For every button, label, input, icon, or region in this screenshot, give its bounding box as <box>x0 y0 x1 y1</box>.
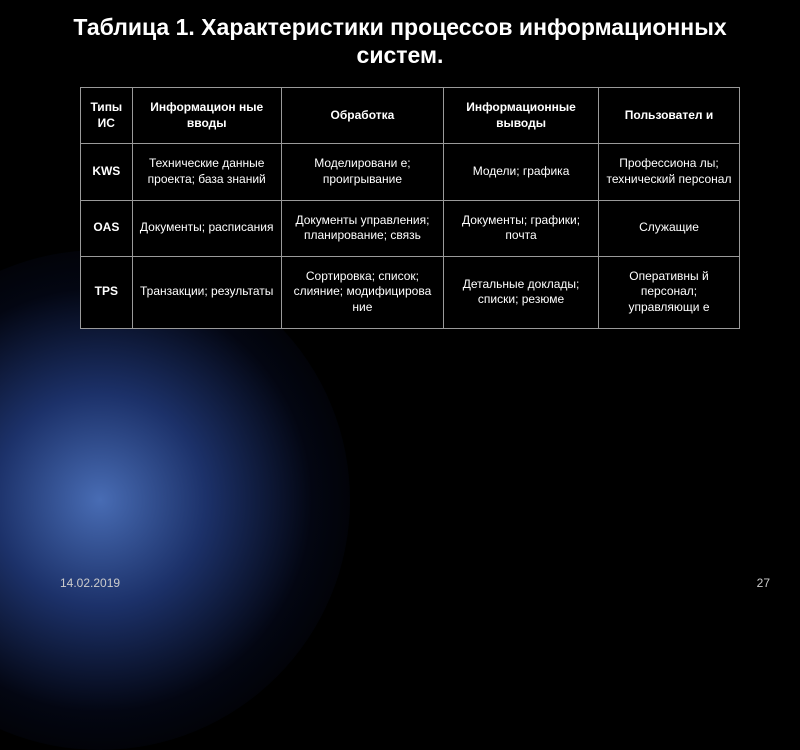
footer-date: 14.02.2019 <box>60 576 120 590</box>
page-title: Таблица 1. Характеристики процессов инфо… <box>0 0 800 77</box>
cell: Модели; графика <box>444 144 599 200</box>
page-number: 27 <box>757 576 770 590</box>
cell: Моделировани е; проигрывание <box>281 144 443 200</box>
row-label-oas: OAS <box>81 200 133 256</box>
cell: Документы; расписания <box>132 200 281 256</box>
cell: Профессиона лы; технический персонал <box>599 144 740 200</box>
table-header-row: Типы ИС Информацион ные вводы Обработка … <box>81 88 740 144</box>
col-header-users: Пользовател и <box>599 88 740 144</box>
cell: Сортировка; список; слияние; модифициров… <box>281 256 443 328</box>
table-row: OAS Документы; расписания Документы упра… <box>81 200 740 256</box>
col-header-inputs: Информацион ные вводы <box>132 88 281 144</box>
characteristics-table: Типы ИС Информацион ные вводы Обработка … <box>80 87 740 328</box>
row-label-tps: TPS <box>81 256 133 328</box>
cell: Документы; графики; почта <box>444 200 599 256</box>
cell: Документы управления; планирование; связ… <box>281 200 443 256</box>
cell: Оперативны й персонал; управляющи е <box>599 256 740 328</box>
cell: Служащие <box>599 200 740 256</box>
col-header-outputs: Информационные выводы <box>444 88 599 144</box>
row-label-kws: KWS <box>81 144 133 200</box>
cell: Детальные доклады; списки; резюме <box>444 256 599 328</box>
table-row: TPS Транзакции; результаты Сортировка; с… <box>81 256 740 328</box>
table-row: KWS Технические данные проекта; база зна… <box>81 144 740 200</box>
col-header-processing: Обработка <box>281 88 443 144</box>
cell: Транзакции; результаты <box>132 256 281 328</box>
cell: Технические данные проекта; база знаний <box>132 144 281 200</box>
col-header-types: Типы ИС <box>81 88 133 144</box>
table-container: Типы ИС Информацион ные вводы Обработка … <box>0 77 800 328</box>
